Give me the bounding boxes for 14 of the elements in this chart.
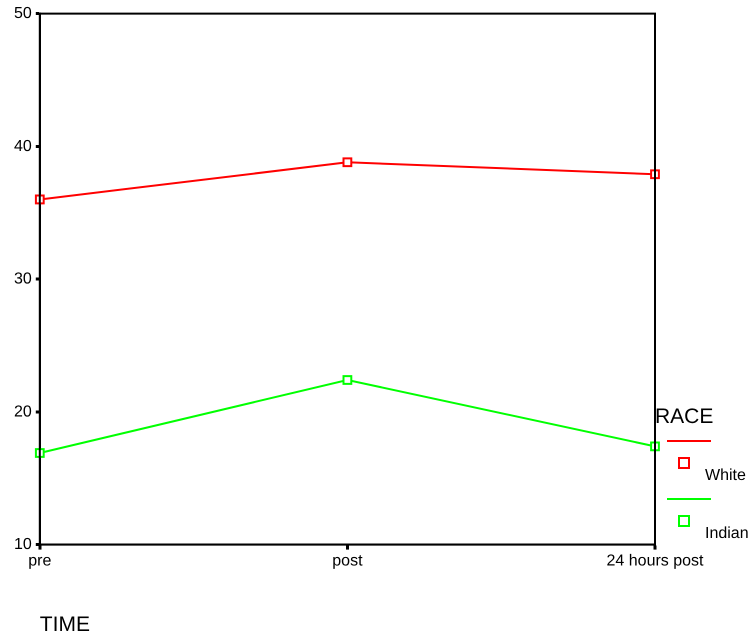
point — [342, 157, 352, 168]
x-tick-label: post — [332, 552, 364, 570]
x-tick-label: 24 hours post — [606, 552, 704, 570]
y-tick-label: 10 — [14, 536, 32, 554]
x-axis-title: TIME — [40, 613, 90, 636]
x-tick-label: pre — [28, 552, 52, 570]
y-tick-label: 20 — [14, 403, 32, 420]
text: Indian — [705, 525, 749, 543]
y-tick-label: 50 — [14, 5, 32, 22]
y-tick-label: 30 — [14, 270, 32, 288]
y-tick-label: 40 — [14, 138, 32, 155]
point — [342, 375, 352, 385]
text: White — [705, 467, 746, 485]
legend-title: RACE — [655, 405, 714, 429]
